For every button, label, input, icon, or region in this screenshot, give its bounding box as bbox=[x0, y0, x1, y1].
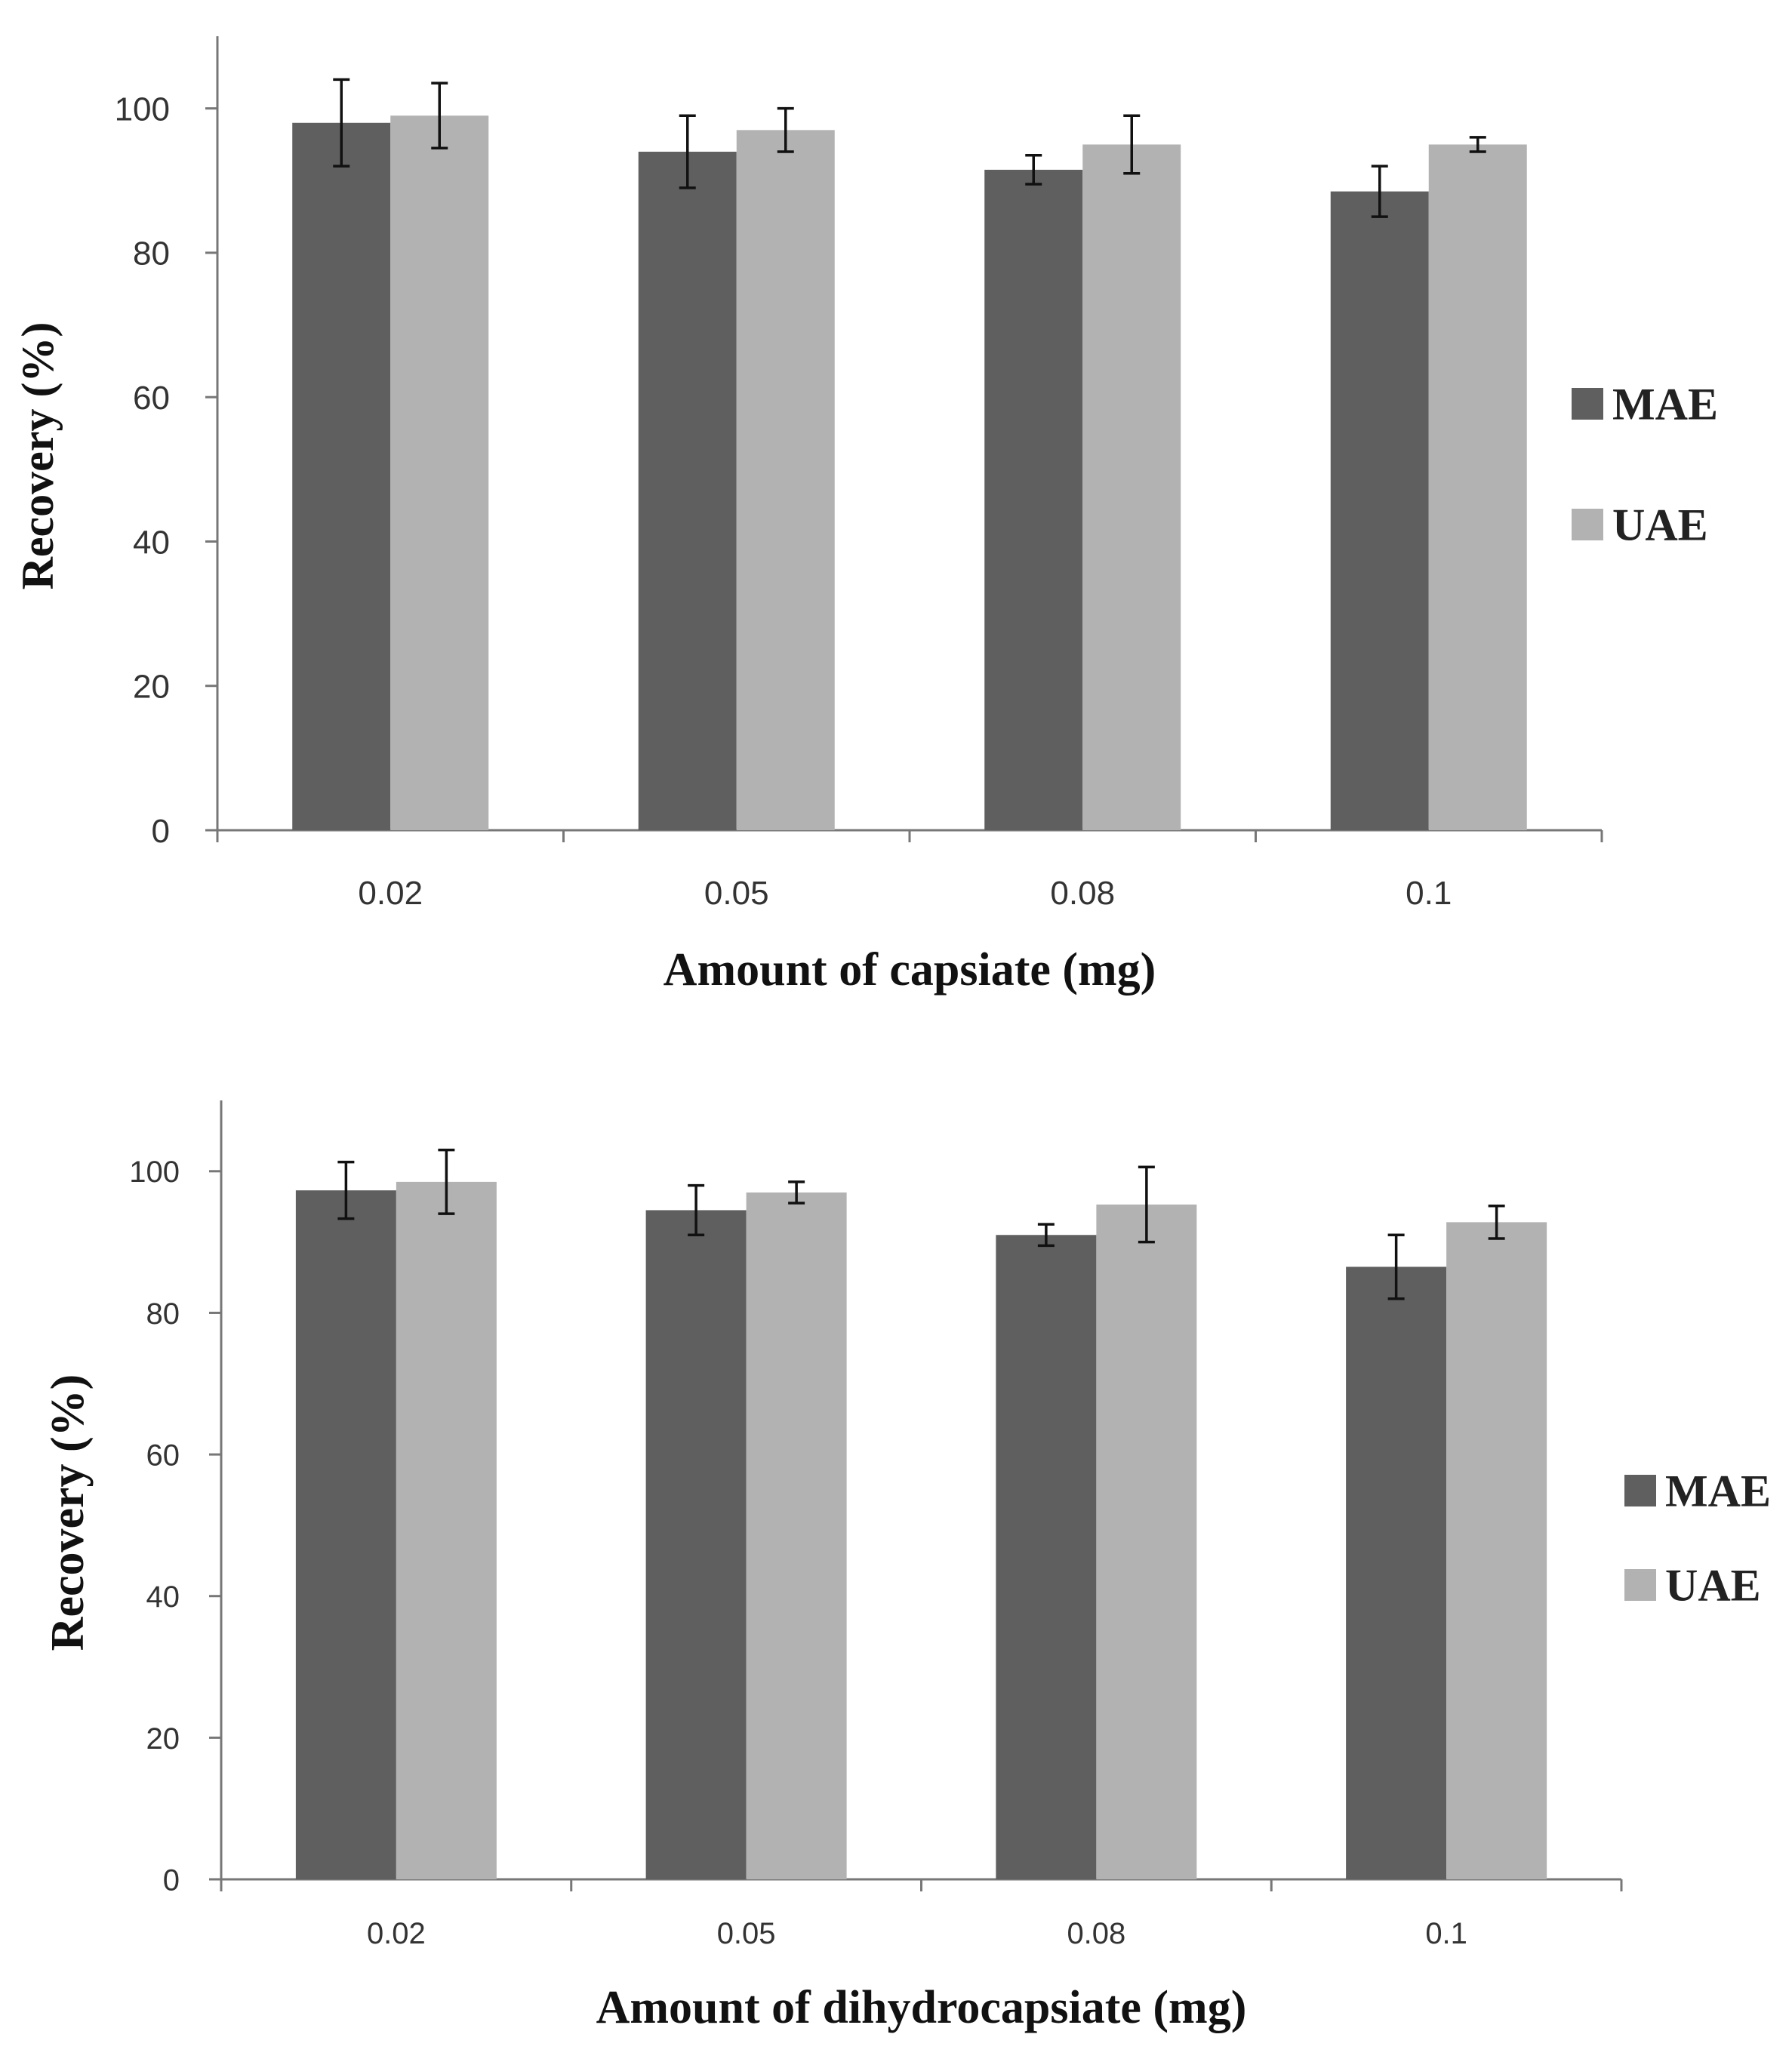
bar-uae-0.02 bbox=[396, 1181, 497, 1879]
y-axis-title: Recovery (%) bbox=[42, 1374, 94, 1651]
bar-uae-0.05 bbox=[736, 130, 835, 830]
bar-uae-0.05 bbox=[746, 1192, 847, 1879]
y-tick-label: 80 bbox=[146, 1297, 180, 1331]
bar-mae-0.08 bbox=[996, 1235, 1097, 1879]
y-tick-label: 0 bbox=[152, 813, 170, 850]
x-tick-label: 0.05 bbox=[717, 1917, 776, 1950]
y-tick-label: 40 bbox=[133, 524, 170, 561]
bar-mae-0.02 bbox=[292, 122, 391, 830]
x-tick-label: 0.02 bbox=[367, 1917, 426, 1950]
legend-swatch-mae bbox=[1572, 388, 1603, 420]
chart-panel-2: 0 20 40 60 80 100 0.02 0.05 0.08 0.1 Amount of dih… bbox=[42, 1100, 1771, 2033]
bar-mae-0.1 bbox=[1346, 1266, 1447, 1879]
y-tick-label: 80 bbox=[133, 235, 170, 272]
bar-mae-0.05 bbox=[645, 1210, 747, 1879]
legend-swatch-uae bbox=[1572, 509, 1603, 540]
x-tick-label: 0.08 bbox=[1067, 1917, 1125, 1950]
x-tick-label: 0.02 bbox=[358, 875, 423, 912]
legend-label-mae: MAE bbox=[1612, 379, 1718, 429]
bar-uae-0.08 bbox=[1082, 144, 1181, 831]
x-tick-label: 0.1 bbox=[1425, 1917, 1467, 1950]
legend-swatch-mae bbox=[1624, 1475, 1656, 1506]
bar-mae-0.02 bbox=[295, 1190, 396, 1879]
bar-mae-0.1 bbox=[1330, 191, 1429, 831]
y-tick-label: 20 bbox=[133, 669, 170, 706]
x-axis-title: Amount of capsiate (mg) bbox=[664, 944, 1156, 996]
x-axis-title: Amount of dihydrocapsiate (mg) bbox=[596, 1982, 1247, 2033]
y-tick-label: 60 bbox=[133, 380, 170, 417]
bar-mae-0.05 bbox=[638, 152, 737, 830]
y-axis-title: Recovery (%) bbox=[13, 322, 63, 590]
y-tick-label: 20 bbox=[146, 1722, 180, 1756]
y-tick-label: 40 bbox=[146, 1580, 180, 1614]
bar-uae-0.08 bbox=[1096, 1204, 1197, 1879]
legend-swatch-uae bbox=[1624, 1569, 1656, 1601]
y-tick-label: 100 bbox=[115, 91, 170, 128]
bar-uae-0.1 bbox=[1446, 1222, 1547, 1879]
legend-label-mae: MAE bbox=[1665, 1466, 1771, 1516]
bar-mae-0.08 bbox=[984, 169, 1083, 831]
x-tick-label: 0.1 bbox=[1406, 875, 1452, 912]
y-tick-label: 60 bbox=[146, 1439, 180, 1472]
legend-label-uae: UAE bbox=[1612, 500, 1708, 549]
chart-panel-1: 0 20 40 60 80 100 0.02 0.05 0.08 0.1 Amount of cap… bbox=[13, 36, 1718, 996]
bar-uae-0.1 bbox=[1428, 144, 1527, 831]
y-tick-label: 100 bbox=[129, 1156, 180, 1189]
x-tick-label: 0.08 bbox=[1050, 875, 1115, 912]
bar-uae-0.02 bbox=[390, 115, 489, 830]
legend-label-uae: UAE bbox=[1665, 1560, 1761, 1610]
y-tick-label: 0 bbox=[163, 1863, 180, 1897]
x-tick-label: 0.05 bbox=[704, 875, 769, 912]
